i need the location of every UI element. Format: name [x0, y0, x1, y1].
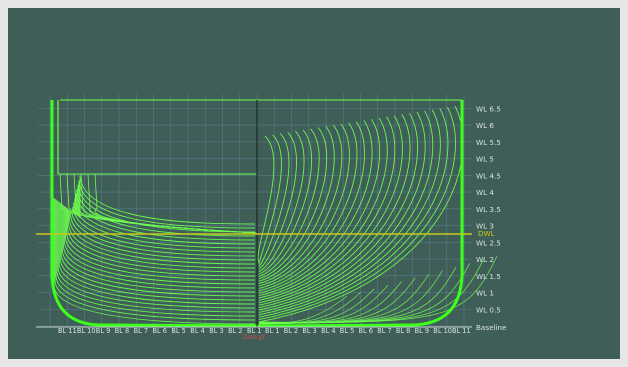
waterline-label: WL 0.5 [476, 305, 501, 314]
grid-lines [38, 94, 472, 327]
buttock-line-label-aft: BL 1 [247, 327, 262, 335]
fwd-station-curve [258, 126, 335, 282]
buttock-line-labels: BL 11 BL 10 BL 9 BL 8 BL 7 BL 6 BL 5 BL 4 BL 3 BL… [58, 327, 471, 335]
aft-station-curve [79, 175, 256, 225]
aft-station-curve [72, 206, 256, 253]
buttock-line-label-fwd: BL 2 [284, 327, 299, 335]
aft-station-curve [78, 180, 256, 229]
fwd-station-curve [258, 133, 290, 268]
fwd-station-curve [258, 108, 449, 318]
buttock-line-label-aft: BL 11 [58, 327, 77, 335]
aft-station-curve [64, 206, 256, 281]
body-plan-viewport[interactable]: WL 0.5 WL 1 WL 1.5 WL 2 WL 2.5 WL 3 WL 3.5 WL 4… [8, 8, 620, 359]
buttock-line-label-fwd: BL 11 [452, 327, 471, 335]
fwd-station-curve [258, 116, 396, 301]
buttock-line-label-fwd: BL 3 [302, 327, 317, 335]
aft-station-curve [53, 198, 256, 325]
aft-station-curve [58, 202, 256, 305]
waterline-labels: WL 0.5 WL 1 WL 1.5 WL 2 WL 2.5 WL 3 WL 3.5 WL 4… [476, 104, 501, 314]
aft-station-curve [76, 189, 256, 237]
waterline-label: WL 1.5 [476, 272, 501, 281]
buttock-line-label-fwd: BL 6 [359, 327, 374, 335]
fwd-station-curve [257, 135, 275, 263]
buttock-line-label-fwd: BL 5 [340, 327, 355, 335]
aft-station-curve [63, 206, 256, 285]
aft-station-curve [71, 211, 256, 257]
fwd-station-curve [258, 110, 434, 313]
baseline-label: Baseline [476, 323, 507, 332]
buttock-line-label-fwd: BL 1 [265, 327, 280, 335]
fwd-station-curve [258, 112, 418, 309]
dwl-label: DWL [478, 229, 495, 238]
waterline-label: WL 2.5 [476, 238, 501, 247]
aft-station-curve [73, 202, 256, 249]
fwd-station-curve [258, 123, 350, 287]
aft-station-curve [62, 205, 256, 289]
buttock-line-label-aft: BL 7 [134, 327, 149, 335]
waterline-label: WL 1 [476, 289, 494, 298]
fwd-station-curve [258, 115, 403, 304]
fwd-station-curve [258, 128, 320, 277]
hull-outline [50, 99, 464, 328]
hull-outline-aft [50, 100, 258, 328]
aft-station-curve [75, 193, 256, 241]
aft-station-curve [55, 199, 256, 317]
fwd-station-curve [258, 114, 411, 306]
fwd-station-curve [258, 129, 313, 275]
body-plan-drawing[interactable]: WL 0.5 WL 1 WL 1.5 WL 2 WL 2.5 WL 3 WL 3.5 WL 4… [8, 8, 620, 359]
waterline-label: WL 6.5 [476, 104, 501, 113]
buttock-line-label-aft: BL 6 [153, 327, 168, 335]
aft-station-curve [94, 173, 258, 234]
aft-station-curve [70, 210, 256, 261]
waterline-label: WL 6 [476, 121, 494, 130]
aft-station-curve [69, 210, 256, 265]
fwd-station-curve [258, 255, 498, 323]
fwd-station-curve [258, 109, 441, 316]
fwd-station-curve [258, 121, 365, 292]
buttock-line-label-fwd: BL 9 [415, 327, 430, 335]
fwd-station-curve [258, 127, 328, 280]
fwd-station-curve [258, 111, 426, 311]
waterline-label: WL 4 [476, 188, 494, 197]
aft-station-curve [59, 202, 256, 301]
buttock-line-label-aft: BL 8 [115, 327, 130, 335]
hull-outline-fwd [256, 100, 464, 328]
fwd-station-curve [258, 130, 305, 273]
fwd-station-curve [258, 118, 380, 297]
buttock-line-label-aft: BL 4 [190, 327, 205, 335]
waterline-label: WL 4.5 [476, 171, 501, 180]
buttock-line-label-fwd: BL 4 [321, 327, 336, 335]
buttock-line-label-aft: BL 9 [96, 327, 111, 335]
aft-station-curve [54, 198, 256, 321]
buttock-line-label-aft: BL 5 [171, 327, 186, 335]
fwd-station-curve [258, 117, 388, 299]
waterline-label: WL 5 [476, 155, 494, 164]
fwd-station-curve [258, 132, 297, 270]
fwd-station-curve [258, 124, 343, 285]
aft-station-curve [60, 203, 256, 297]
waterline-label: WL 3.5 [476, 205, 501, 214]
buttock-line-label-fwd: BL 8 [396, 327, 411, 335]
waterline-label: WL 3 [476, 222, 494, 231]
waterline-label: WL 5.5 [476, 138, 501, 147]
aft-station-curve [61, 204, 256, 293]
fwd-station-curve [258, 134, 282, 265]
buttock-line-label-aft: BL 3 [209, 327, 224, 335]
aft-station-curve [66, 207, 256, 277]
fwd-station-curve [258, 120, 373, 294]
aft-station-curve [68, 209, 256, 269]
fwd-station-curve [258, 106, 456, 321]
aft-station-curve [67, 208, 256, 273]
buttock-line-label-fwd: BL 7 [377, 327, 392, 335]
aft-station-curve [56, 200, 256, 313]
fwd-station-curve [258, 122, 358, 289]
buttock-line-label-aft: BL 2 [228, 327, 243, 335]
aft-station-curves [53, 100, 258, 325]
zero-point-label: Zero pt [243, 334, 266, 341]
buttock-line-label-fwd: BL 10 [433, 327, 452, 335]
buttock-line-label-aft: BL 10 [77, 327, 96, 335]
waterline-label: WL 2 [476, 255, 494, 264]
aft-station-curve [57, 201, 256, 309]
